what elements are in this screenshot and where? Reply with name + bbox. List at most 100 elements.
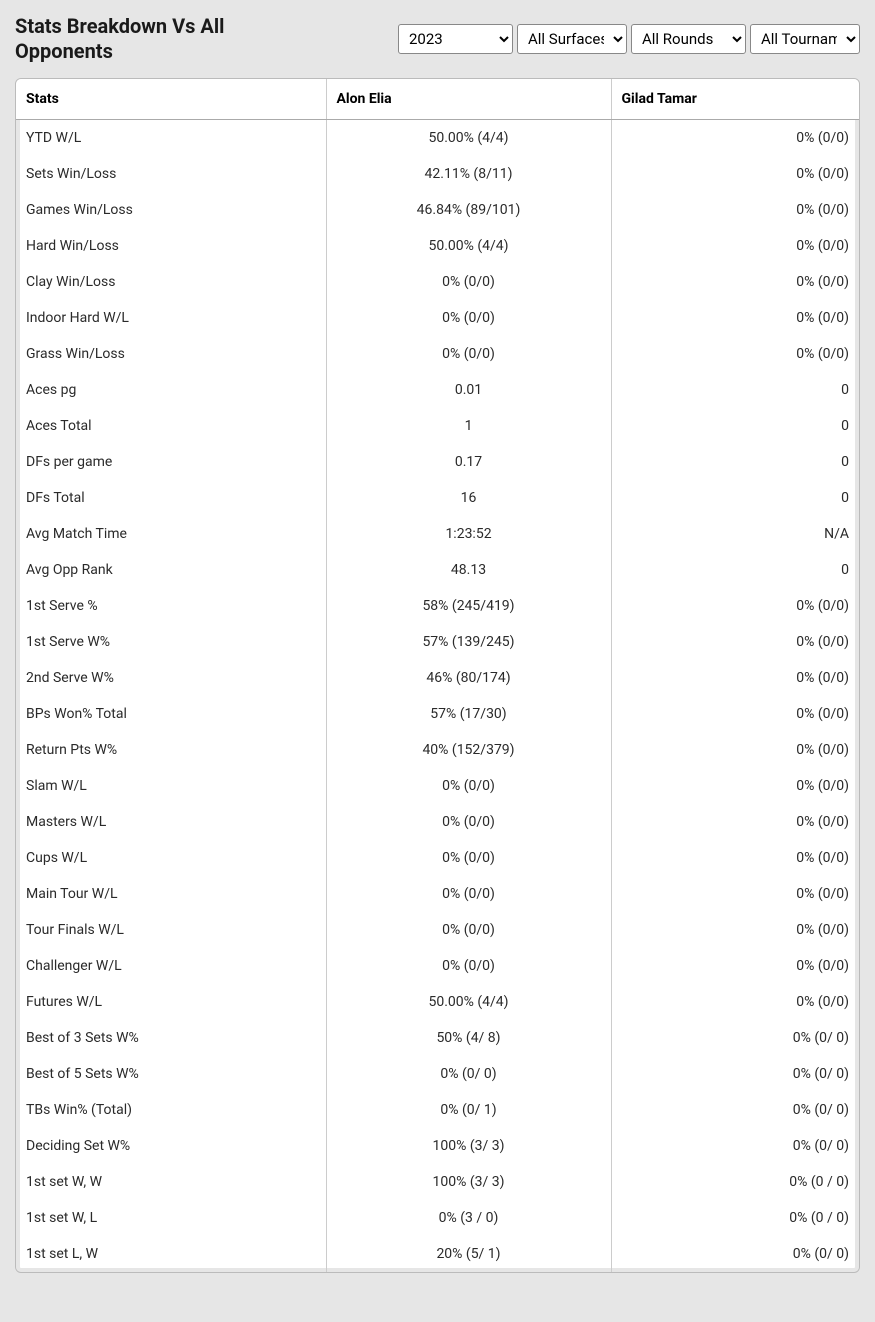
stat-value-player1: 0% (0/0) [326, 264, 611, 300]
stat-label: Hard Win/Loss [16, 228, 326, 264]
stat-value-player2: N/A [611, 516, 859, 552]
stat-value-player2: 0% (0/0) [611, 120, 859, 157]
stat-label: Futures W/L [16, 984, 326, 1020]
table-row: Return Pts W%40% (152/379)0% (0/0) [16, 732, 859, 768]
stat-value-player2: 0% (0 / 0) [611, 1200, 859, 1236]
stat-value-player1: 40% (152/379) [326, 732, 611, 768]
stat-value-player2: 0% (0/0) [611, 264, 859, 300]
stat-value-player2: 0% (0/0) [611, 192, 859, 228]
stat-label: DFs per game [16, 444, 326, 480]
stat-label: 2nd Serve W% [16, 660, 326, 696]
table-row: Indoor Hard W/L0% (0/0)0% (0/0) [16, 300, 859, 336]
stat-label: YTD W/L [16, 120, 326, 157]
stat-value-player1: 0% (0/0) [326, 768, 611, 804]
year-select[interactable]: 2023 [398, 24, 513, 54]
stat-value-player1: 0% (0/0) [326, 804, 611, 840]
stat-label: Sets Win/Loss [16, 156, 326, 192]
stat-value-player1: 0% (0/0) [326, 912, 611, 948]
table-row: Challenger W/L0% (0/0)0% (0/0) [16, 948, 859, 984]
table-header-row: Stats Alon Elia Gilad Tamar [16, 79, 859, 120]
stat-value-player1: 50.00% (4/4) [326, 120, 611, 157]
table-row: 1st Serve %58% (245/419)0% (0/0) [16, 588, 859, 624]
col-header-player1: Alon Elia [326, 79, 611, 120]
stat-label: 1st set W, W [16, 1164, 326, 1200]
table-row: Aces pg0.010 [16, 372, 859, 408]
round-select[interactable]: All Rounds [631, 24, 746, 54]
stat-label: Grass Win/Loss [16, 336, 326, 372]
stat-value-player2: 0% (0/ 0) [611, 1020, 859, 1056]
stat-value-player2: 0% (0/0) [611, 768, 859, 804]
stat-value-player2: 0% (0/ 0) [611, 1056, 859, 1092]
surface-select[interactable]: All Surfaces [517, 24, 627, 54]
stat-value-player1: 50% (4/ 8) [326, 1020, 611, 1056]
stat-value-player1: 42.11% (8/11) [326, 156, 611, 192]
stat-value-player2: 0% (0/0) [611, 660, 859, 696]
table-row: Avg Opp Rank48.130 [16, 552, 859, 588]
stat-value-player2: 0% (0/0) [611, 948, 859, 984]
table-row: YTD W/L50.00% (4/4)0% (0/0) [16, 120, 859, 157]
stat-value-player1: 1 [326, 408, 611, 444]
stat-value-player1: 0.01 [326, 372, 611, 408]
stat-value-player1: 48.13 [326, 552, 611, 588]
table-row: DFs per game0.170 [16, 444, 859, 480]
stat-label: Main Tour W/L [16, 876, 326, 912]
stat-value-player1: 46% (80/174) [326, 660, 611, 696]
table-row: Games Win/Loss46.84% (89/101)0% (0/0) [16, 192, 859, 228]
stat-value-player1: 20% (5/ 1) [326, 1236, 611, 1272]
header: Stats Breakdown Vs All Opponents 2023 Al… [0, 0, 875, 78]
stat-value-player1: 46.84% (89/101) [326, 192, 611, 228]
stat-label: Cups W/L [16, 840, 326, 876]
tournament-select[interactable]: All Tournaments [750, 24, 860, 54]
stat-value-player1: 57% (139/245) [326, 624, 611, 660]
stat-value-player2: 0 [611, 444, 859, 480]
table-row: Masters W/L0% (0/0)0% (0/0) [16, 804, 859, 840]
stat-value-player2: 0 [611, 552, 859, 588]
table-row: BPs Won% Total57% (17/30)0% (0/0) [16, 696, 859, 732]
stat-value-player2: 0% (0/0) [611, 156, 859, 192]
stats-table: Stats Alon Elia Gilad Tamar YTD W/L50.00… [16, 79, 859, 1272]
stat-label: Avg Opp Rank [16, 552, 326, 588]
stat-label: 1st set W, L [16, 1200, 326, 1236]
stat-value-player1: 50.00% (4/4) [326, 984, 611, 1020]
stat-value-player1: 0% (0/ 1) [326, 1092, 611, 1128]
stat-value-player1: 0.17 [326, 444, 611, 480]
stat-value-player1: 100% (3/ 3) [326, 1128, 611, 1164]
stat-value-player1: 0% (0/0) [326, 840, 611, 876]
stat-value-player2: 0 [611, 408, 859, 444]
stat-label: Aces pg [16, 372, 326, 408]
col-header-player2: Gilad Tamar [611, 79, 859, 120]
table-row: TBs Win% (Total)0% (0/ 1)0% (0/ 0) [16, 1092, 859, 1128]
table-row: Hard Win/Loss50.00% (4/4)0% (0/0) [16, 228, 859, 264]
stat-value-player2: 0% (0/ 0) [611, 1092, 859, 1128]
stat-value-player1: 0% (0/0) [326, 300, 611, 336]
stat-value-player1: 0% (0/ 0) [326, 1056, 611, 1092]
stat-label: BPs Won% Total [16, 696, 326, 732]
stat-label: 1st Serve W% [16, 624, 326, 660]
stat-label: 1st set L, W [16, 1236, 326, 1272]
table-row: 1st set W, W100% (3/ 3)0% (0 / 0) [16, 1164, 859, 1200]
stat-value-player2: 0% (0/0) [611, 696, 859, 732]
page-title: Stats Breakdown Vs All Opponents [15, 14, 315, 64]
stat-value-player2: 0% (0/0) [611, 732, 859, 768]
stat-label: Return Pts W% [16, 732, 326, 768]
stat-value-player1: 0% (0/0) [326, 948, 611, 984]
stat-value-player1: 16 [326, 480, 611, 516]
stat-label: DFs Total [16, 480, 326, 516]
stat-value-player1: 58% (245/419) [326, 588, 611, 624]
stat-value-player2: 0% (0/0) [611, 840, 859, 876]
stat-value-player2: 0% (0/0) [611, 336, 859, 372]
table-row: 1st set L, W20% (5/ 1)0% (0/ 0) [16, 1236, 859, 1272]
table-row: DFs Total160 [16, 480, 859, 516]
col-header-stats: Stats [16, 79, 326, 120]
table-row: 1st Serve W%57% (139/245)0% (0/0) [16, 624, 859, 660]
stat-value-player2: 0% (0/0) [611, 228, 859, 264]
stat-label: Masters W/L [16, 804, 326, 840]
stat-value-player1: 0% (0/0) [326, 876, 611, 912]
stat-value-player1: 50.00% (4/4) [326, 228, 611, 264]
stat-label: Challenger W/L [16, 948, 326, 984]
stat-value-player2: 0% (0/ 0) [611, 1236, 859, 1272]
stat-label: Aces Total [16, 408, 326, 444]
table-row: 1st set W, L0% (3 / 0)0% (0 / 0) [16, 1200, 859, 1236]
stat-label: 1st Serve % [16, 588, 326, 624]
table-row: Main Tour W/L0% (0/0)0% (0/0) [16, 876, 859, 912]
